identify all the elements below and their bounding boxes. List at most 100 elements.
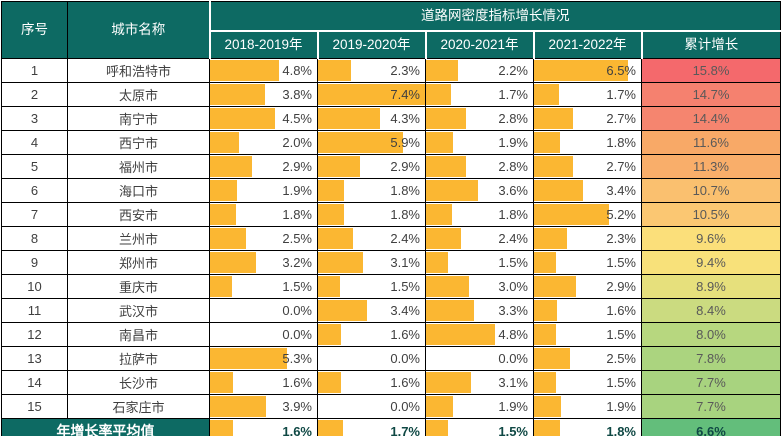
value-cell: 1.6% (533, 298, 642, 323)
value-cell: 1.5% (533, 250, 642, 275)
value-cell: 7.4% (317, 82, 426, 107)
value-cell: 1.5% (533, 322, 642, 347)
value-text: 1.8% (390, 183, 420, 198)
value-cell: 2.4% (317, 226, 426, 251)
value-cell: 0.0% (425, 346, 534, 371)
value-text: 1.5% (390, 279, 420, 294)
data-bar (210, 156, 252, 177)
value-cell: 1.6% (317, 322, 426, 347)
value-text: 4.8% (498, 327, 528, 342)
data-bar (426, 156, 467, 177)
value-text: 2.7% (606, 111, 636, 126)
row-index-cell: 7 (1, 202, 68, 227)
value-cell: 1.9% (533, 394, 642, 419)
value-text: 2.5% (282, 231, 312, 246)
table-body: 1 呼和浩特市 4.8% 2.3% 2.2% 6.5% 15.8% 2 太原市 3.8% 7.4% 1… (1, 58, 781, 436)
city-name-cell: 呼和浩特市 (67, 58, 210, 83)
row-index-cell: 9 (1, 250, 68, 275)
value-cell: 2.7% (533, 154, 642, 179)
value-cell: 1.9% (425, 394, 534, 419)
city-name-cell: 长沙市 (67, 370, 210, 395)
value-cell: 0.0% (209, 298, 318, 323)
value-text: 1.5% (498, 423, 528, 436)
row-index-cell: 8 (1, 226, 68, 251)
value-text: 1.9% (282, 183, 312, 198)
table-row: 15 石家庄市 3.9% 0.0% 1.9% 1.9% 7.7% (1, 394, 781, 419)
value-cell: 1.5% (533, 370, 642, 395)
value-cell: 2.0% (209, 130, 318, 155)
data-bar (210, 420, 234, 436)
data-bar (318, 420, 343, 436)
value-cell: 5.3% (209, 346, 318, 371)
data-bar (318, 372, 342, 393)
value-cell: 2.7% (533, 106, 642, 131)
value-cell: 1.6% (209, 418, 318, 436)
value-cell: 3.3% (425, 298, 534, 323)
data-bar (318, 132, 404, 153)
header-seq: 序号 (1, 1, 68, 59)
data-bar (534, 156, 574, 177)
value-text: 0.0% (498, 351, 528, 366)
data-bar (534, 276, 576, 297)
header-year-2018-2019: 2018-2019年 (209, 31, 318, 59)
value-cell: 4.8% (425, 322, 534, 347)
value-cell: 1.9% (425, 130, 534, 155)
value-cell: 1.5% (425, 250, 534, 275)
data-bar (426, 324, 496, 345)
value-text: 2.5% (606, 351, 636, 366)
value-text: 3.1% (498, 375, 528, 390)
data-bar (426, 252, 448, 273)
value-cell: 0.0% (317, 346, 426, 371)
value-cell: 2.3% (533, 226, 642, 251)
data-bar (318, 324, 342, 345)
city-name-cell: 重庆市 (67, 274, 210, 299)
value-cell: 2.9% (209, 154, 318, 179)
data-bar (534, 372, 556, 393)
average-label-cell: 年增长率平均值 (1, 418, 210, 436)
data-bar (210, 228, 247, 249)
data-bar (534, 300, 558, 321)
value-text: 1.5% (498, 255, 528, 270)
value-text: 1.9% (498, 135, 528, 150)
value-text: 2.3% (390, 63, 420, 78)
value-cell: 1.8% (317, 202, 426, 227)
value-text: 1.8% (606, 135, 636, 150)
header-year-2021-2022: 2021-2022年 (532, 31, 642, 59)
data-bar (426, 420, 448, 436)
data-bar (426, 372, 471, 393)
value-cell: 3.8% (209, 82, 318, 107)
row-index-cell: 6 (1, 178, 68, 203)
cumulative-cell: 15.8% (641, 58, 781, 83)
value-text: 3.3% (498, 303, 528, 318)
value-text: 2.2% (498, 63, 528, 78)
value-text: 2.8% (498, 111, 528, 126)
value-cell: 1.8% (533, 130, 642, 155)
cumulative-cell: 9.6% (641, 226, 781, 251)
value-text: 0.0% (390, 399, 420, 414)
row-index-cell: 5 (1, 154, 68, 179)
header-year-2019-2020: 2019-2020年 (316, 31, 426, 59)
cumulative-cell: 7.7% (641, 370, 781, 395)
cumulative-cell: 7.8% (641, 346, 781, 371)
cumulative-cell: 11.3% (641, 154, 781, 179)
value-text: 1.7% (390, 423, 420, 436)
row-index-cell: 3 (1, 106, 68, 131)
header-city: 城市名称 (67, 1, 211, 59)
value-cell: 1.5% (425, 418, 534, 436)
value-cell: 2.4% (425, 226, 534, 251)
city-name-cell: 郑州市 (67, 250, 210, 275)
value-cell: 1.8% (317, 178, 426, 203)
value-text: 5.2% (606, 207, 636, 222)
cumulative-cell: 9.4% (641, 250, 781, 275)
city-name-cell: 武汉市 (67, 298, 210, 323)
city-name-cell: 南昌市 (67, 322, 210, 347)
cumulative-cell: 7.7% (641, 394, 781, 419)
city-name-cell: 海口市 (67, 178, 210, 203)
value-text: 5.3% (282, 351, 312, 366)
value-cell: 3.0% (425, 274, 534, 299)
data-bar (534, 420, 561, 436)
data-bar (210, 372, 234, 393)
value-text: 1.7% (498, 87, 528, 102)
data-bar (210, 180, 238, 201)
data-bar (210, 204, 237, 225)
